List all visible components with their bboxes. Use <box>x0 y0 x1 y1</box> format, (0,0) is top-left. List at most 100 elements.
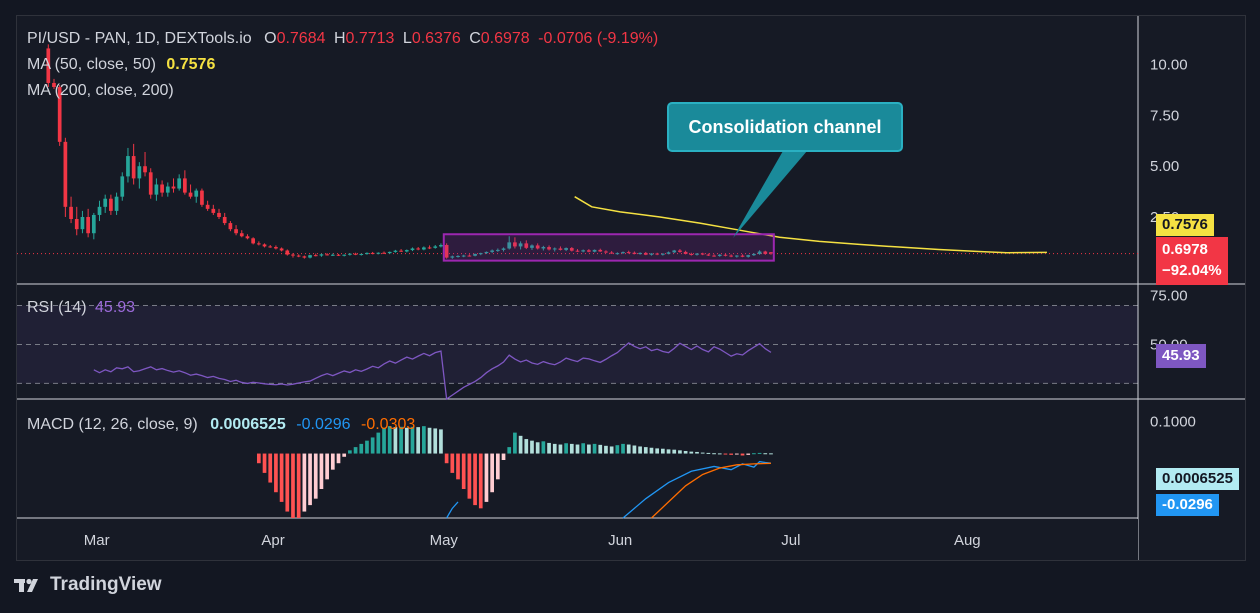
macd-histogram-bar <box>746 453 751 455</box>
macd-histogram-bar <box>365 440 369 454</box>
candle-body <box>393 250 398 252</box>
ma200-label: MA (200, close, 200) <box>27 82 174 99</box>
macd-histogram-bar <box>319 453 324 489</box>
macd-histogram-bar <box>393 427 398 454</box>
macd-histogram-bar <box>302 453 307 512</box>
annotation-text: Consolidation channel <box>688 117 882 137</box>
legend-row-ma50[interactable]: MA (50, close, 50) 0.7576 <box>27 56 215 74</box>
low-label: L <box>402 30 412 47</box>
candle-body <box>200 190 204 205</box>
time-axis-tick-label: Jul <box>781 532 800 549</box>
macd-histogram-bar <box>524 439 529 454</box>
candle-body <box>336 254 341 256</box>
candle-body <box>97 206 102 215</box>
rsi-line <box>93 342 772 401</box>
candle-body <box>678 250 682 252</box>
macd-histogram-bar <box>342 453 347 457</box>
candle-body <box>296 255 301 257</box>
candle-body <box>205 204 210 209</box>
macd-histogram-bar <box>604 445 608 454</box>
legend-row-rsi[interactable]: RSI (14) 45.93 <box>27 299 135 317</box>
candle-body <box>518 243 523 247</box>
candle-body <box>433 246 438 248</box>
macd-histogram-bar <box>427 427 432 454</box>
macd-histogram-bar <box>325 453 329 480</box>
close-value: 0.6978 <box>480 30 530 47</box>
change-value: -0.0706 (-9.19%) <box>538 30 659 47</box>
macd-histogram-bar <box>535 442 540 454</box>
candle-body <box>558 248 563 250</box>
macd-histogram-bar <box>757 452 762 454</box>
macd-histogram-bar <box>552 443 557 454</box>
macd-axis-tick-label: 0.1000 <box>1150 413 1196 430</box>
candle-body <box>291 254 295 256</box>
macd-histogram-bar <box>530 440 534 454</box>
macd-histogram-bar <box>308 453 312 506</box>
legend-row-macd[interactable]: MACD (12, 26, close, 9) 0.0006525 -0.029… <box>27 416 415 434</box>
candle-body <box>717 254 722 256</box>
annotation-callout[interactable]: Consolidation channel <box>667 102 903 152</box>
candle-body <box>74 219 79 230</box>
macd-histogram-bar <box>399 426 403 454</box>
candle-body <box>46 48 51 83</box>
price-axis-tick-label: 10.00 <box>1150 57 1188 74</box>
macd-histogram-bar <box>279 453 284 502</box>
macd-histogram-bar <box>643 447 648 454</box>
candle-body <box>587 250 591 252</box>
candle-body <box>501 248 506 250</box>
macd-histogram-bar <box>763 453 768 455</box>
candle-body <box>695 253 699 255</box>
candle-body <box>313 255 318 257</box>
macd-hist-price-tag: 0.0006525 <box>1156 468 1239 490</box>
macd-histogram-bar <box>587 444 591 454</box>
chart-svg[interactable]: 10.007.505.002.5075.0050.000.1000MarAprM… <box>17 16 1245 560</box>
macd-histogram-bar <box>598 444 603 454</box>
footer-brand-text: TradingView <box>50 574 162 595</box>
candle-body <box>399 250 403 252</box>
candle-body <box>513 242 517 247</box>
macd-histogram-bar <box>655 448 660 454</box>
candle-body <box>615 253 620 255</box>
candle-body <box>763 251 768 254</box>
candle-body <box>154 184 159 195</box>
candle-body <box>279 248 284 251</box>
candle-body <box>319 254 324 256</box>
macd-histogram-bar <box>348 450 352 454</box>
low-value: 0.6376 <box>411 30 461 47</box>
candle-body <box>353 253 358 255</box>
price-axis-tick-label: 7.50 <box>1150 107 1179 124</box>
close-label: C <box>469 30 481 47</box>
candle-body <box>552 248 557 250</box>
time-axis-tick-label: May <box>430 532 459 549</box>
ma50-price-tag: 0.7576 <box>1156 214 1214 236</box>
macd-histogram-bar <box>376 432 381 454</box>
candle-body <box>683 251 688 254</box>
candle-body <box>769 252 773 254</box>
macd-histogram-bar <box>581 443 586 454</box>
footer-brand[interactable]: TradingView <box>14 574 162 596</box>
candle-body <box>143 166 147 173</box>
macd-histogram-bar <box>661 448 665 454</box>
candle-body <box>148 172 153 195</box>
candles-group <box>46 44 773 259</box>
rsi-axis-tick-label: 75.00 <box>1150 288 1188 305</box>
time-axis-tick-label: Apr <box>261 532 284 549</box>
macd-histogram-bar <box>330 453 335 470</box>
consolidation-box <box>442 233 775 262</box>
candle-body <box>473 253 477 256</box>
candle-body <box>69 206 73 220</box>
legend-row-ma200[interactable]: MA (200, close, 200) <box>27 82 174 100</box>
ma50-line <box>574 196 1047 254</box>
time-axis-tick-label: Mar <box>84 532 110 549</box>
macd-histogram-bar <box>592 443 597 454</box>
candle-body <box>649 253 654 255</box>
candle-body <box>416 248 421 250</box>
macd-histogram-bar <box>740 453 745 456</box>
candle-body <box>740 255 745 257</box>
candle-body <box>330 254 335 256</box>
candle-body <box>712 255 716 257</box>
macd-histogram-bar <box>689 451 694 454</box>
macd-histogram-bar <box>723 453 728 455</box>
legend-row-ohlc: PI/USD - PAN, 1D, DEXTools.io O0.7684 H0… <box>27 30 658 48</box>
candle-body <box>268 246 273 248</box>
